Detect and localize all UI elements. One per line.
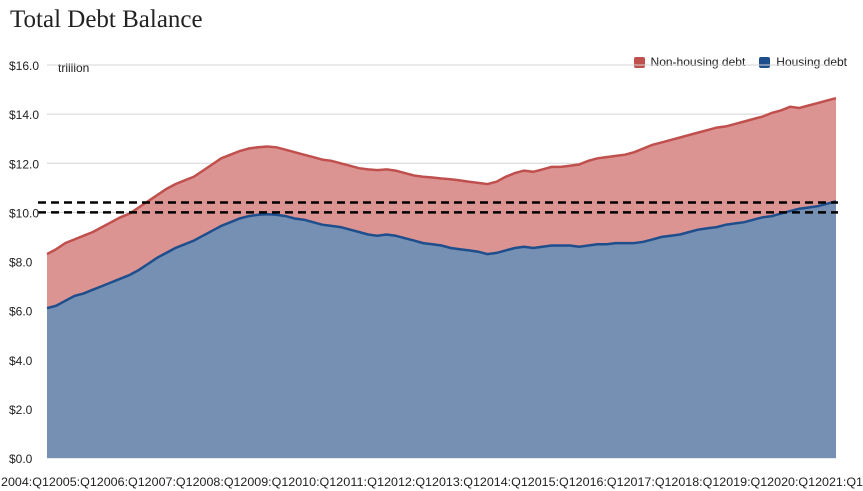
x-tick-label: 2012:Q1 — [384, 475, 432, 489]
x-tick-label: 2004:Q1 — [1, 475, 49, 489]
y-tick-label: $8.0 — [9, 256, 33, 270]
y-tick-label: $12.0 — [9, 157, 39, 171]
x-tick-label: 2006:Q1 — [97, 475, 145, 489]
x-tick-label: 2009:Q1 — [240, 475, 288, 489]
y-tick-label: $6.0 — [9, 305, 33, 319]
x-tick-label: 2020:Q1 — [767, 475, 815, 489]
x-tick-label: 2007:Q1 — [145, 475, 193, 489]
y-tick-label: $4.0 — [9, 354, 33, 368]
y-tick-label: $0.0 — [9, 452, 33, 466]
reference-lines — [38, 201, 838, 214]
x-tick-label: 2018:Q1 — [671, 475, 719, 489]
y-tick-label: $2.0 — [9, 403, 33, 417]
x-tick-label: 2013:Q1 — [432, 475, 480, 489]
x-tick-label: 2014:Q1 — [480, 475, 528, 489]
housing-area — [47, 201, 836, 459]
x-tick-label: 2017:Q1 — [624, 475, 672, 489]
series-areas — [46, 96, 837, 459]
y-axis-labels: $0.0 $2.0 $4.0 $6.0 $8.0 $10.0 $12.0 $14.0 $16.0 — [9, 59, 39, 466]
x-tick-label: 2011:Q1 — [336, 475, 384, 489]
x-tick-label: 2016:Q1 — [576, 475, 624, 489]
x-tick-label: 2019:Q1 — [719, 475, 767, 489]
x-tick-label: 2015:Q1 — [528, 475, 576, 489]
non-housing-line — [46, 96, 837, 256]
y-tick-label: $10.0 — [9, 206, 39, 220]
chart-title: Total Debt Balance — [10, 6, 203, 33]
x-tick-label: 2005:Q1 — [49, 475, 97, 489]
housing-line — [46, 200, 837, 310]
legend-swatch-non-housing — [633, 56, 645, 68]
y-tick-label: $16.0 — [9, 59, 39, 73]
x-tick-label: 2010:Q1 — [288, 475, 336, 489]
y-tick-label: $14.0 — [9, 108, 39, 122]
x-axis-labels: 2004:Q1 2005:Q1 2006:Q1 2007:Q1 2008:Q1 2009:… — [1, 475, 863, 489]
legend-swatch-housing — [759, 56, 771, 68]
x-tick-label: 2008:Q1 — [193, 475, 241, 489]
x-tick-label: 2021:Q1 — [815, 475, 863, 489]
